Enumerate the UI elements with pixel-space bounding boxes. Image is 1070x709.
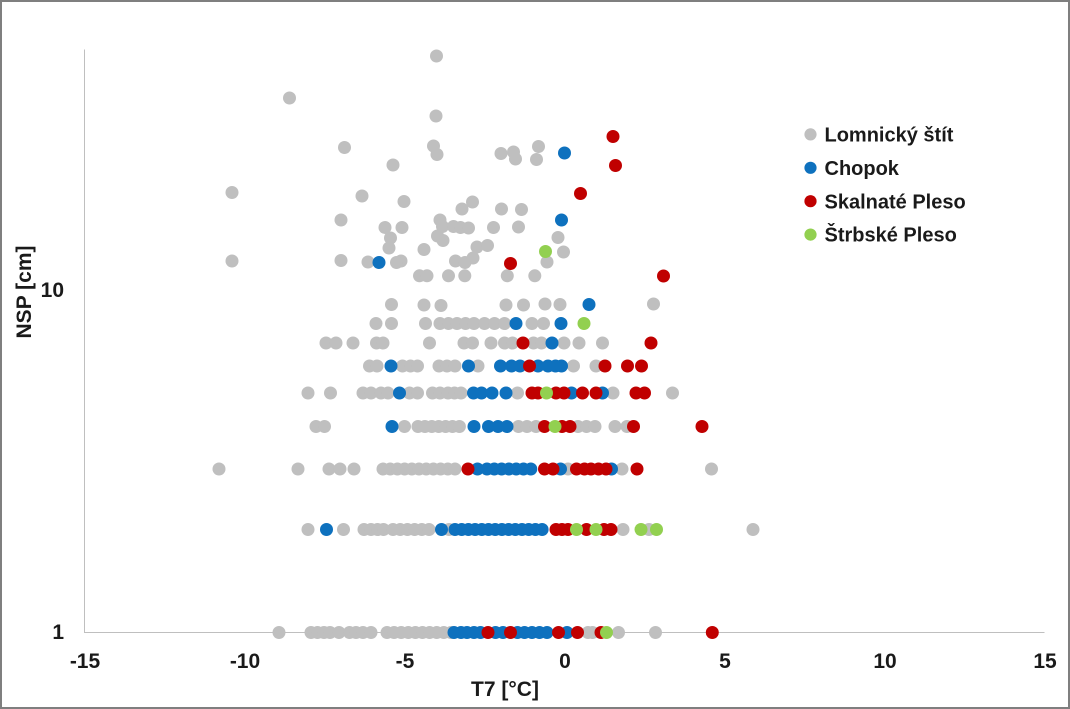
svg-text:-5: -5 bbox=[396, 650, 415, 673]
svg-text:Lomnický štít: Lomnický štít bbox=[825, 125, 954, 147]
svg-text:10: 10 bbox=[873, 650, 896, 673]
svg-text:5: 5 bbox=[719, 650, 731, 673]
svg-text:Chopok: Chopok bbox=[825, 158, 900, 180]
svg-text:-15: -15 bbox=[70, 650, 101, 673]
svg-text:Štrbské Pleso: Štrbské Pleso bbox=[825, 223, 957, 247]
svg-text:T7 [°C]: T7 [°C] bbox=[471, 678, 539, 701]
svg-text:15: 15 bbox=[1033, 650, 1057, 673]
svg-text:-10: -10 bbox=[230, 650, 260, 673]
svg-text:0: 0 bbox=[559, 650, 571, 673]
svg-text:10: 10 bbox=[41, 279, 64, 302]
svg-text:1: 1 bbox=[52, 621, 64, 644]
svg-text:Skalnaté Pleso: Skalnaté Pleso bbox=[825, 191, 966, 213]
svg-text:NSP [cm]: NSP [cm] bbox=[13, 246, 36, 339]
